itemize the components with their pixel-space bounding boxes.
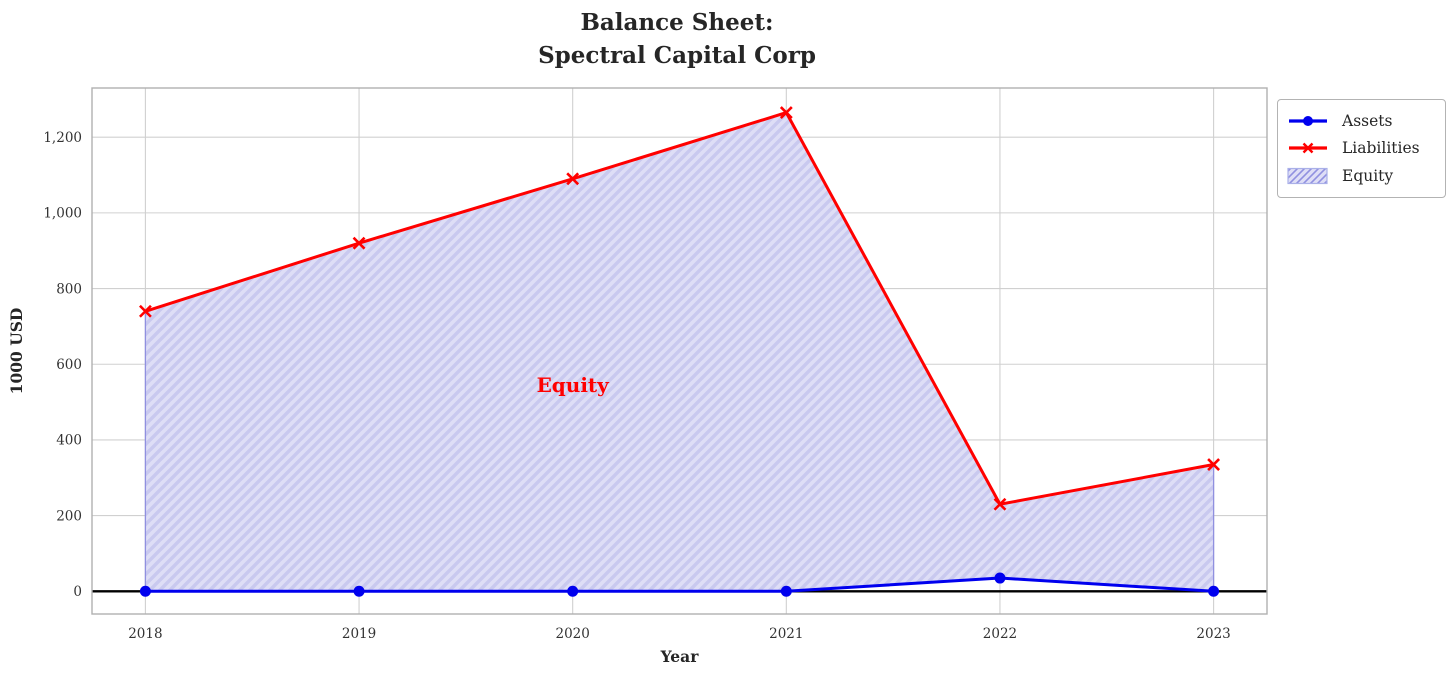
y-axis-label: 1000 USD bbox=[7, 308, 26, 395]
legend: Assets Liabilities Equity bbox=[1277, 99, 1446, 198]
tick-label-x-2021: 2021 bbox=[769, 626, 803, 642]
x-axis-label: Year bbox=[660, 647, 700, 666]
assets-line-sample bbox=[1287, 110, 1329, 132]
equity-annotation: Equity bbox=[537, 373, 611, 397]
legend-label-liabilities: Liabilities bbox=[1342, 139, 1420, 158]
assets-sample-marker bbox=[1303, 115, 1313, 126]
tick-label-y-1200: 1,200 bbox=[43, 130, 82, 146]
plot-border bbox=[91, 87, 1268, 615]
tick-label-y-800: 800 bbox=[56, 281, 82, 297]
liabilities-marker-2018 bbox=[138, 304, 152, 318]
assets-marker-2021 bbox=[780, 585, 792, 597]
liabilities-line bbox=[144, 110, 1214, 506]
tick-label-y-600: 600 bbox=[56, 357, 82, 373]
assets-marker-2022 bbox=[994, 572, 1006, 584]
tick-label-y-1000: 1,000 bbox=[43, 206, 82, 222]
assets-line-sample-svg bbox=[1289, 115, 1327, 126]
tick-label-y-0: 0 bbox=[73, 584, 82, 600]
liabilities-line-sample bbox=[1287, 137, 1329, 159]
assets-marker-2020 bbox=[567, 585, 579, 597]
legend-item-assets: Assets bbox=[1287, 107, 1435, 135]
tick-label-y-200: 200 bbox=[56, 508, 82, 524]
legend-label-assets: Assets bbox=[1342, 111, 1393, 130]
chart-title-line1: Balance Sheet: bbox=[580, 9, 774, 36]
liabilities-marker-2020 bbox=[566, 172, 580, 186]
tick-label-x-2018: 2018 bbox=[128, 626, 162, 642]
tick-label-x-2022: 2022 bbox=[983, 626, 1017, 642]
equity-hatch-swatch bbox=[1287, 165, 1329, 187]
liabilities-marker-2019 bbox=[352, 236, 366, 250]
legend-label-equity: Equity bbox=[1342, 166, 1394, 185]
chart-title-line2: Spectral Capital Corp bbox=[538, 41, 816, 69]
assets-marker-2023 bbox=[1208, 585, 1220, 597]
tick-label-x-2019: 2019 bbox=[342, 626, 376, 642]
chart-title: Balance Sheet: Spectral Capital Corp bbox=[538, 7, 816, 72]
equity-hatch-swatch-svg bbox=[1287, 167, 1328, 184]
assets-line bbox=[145, 576, 1214, 593]
liabilities-marker-2022 bbox=[993, 497, 1007, 511]
legend-item-equity: Equity bbox=[1287, 162, 1435, 190]
liabilities-sample-marker bbox=[1302, 142, 1314, 154]
liabilities-marker-2021 bbox=[779, 106, 793, 120]
equity-sample-swatch bbox=[1287, 167, 1328, 184]
tick-label-y-400: 400 bbox=[56, 433, 82, 449]
tick-label-x-2020: 2020 bbox=[556, 626, 590, 642]
liabilities-marker-2023 bbox=[1207, 458, 1221, 471]
assets-marker-2018 bbox=[139, 585, 151, 597]
assets-marker-2019 bbox=[353, 585, 365, 597]
liabilities-line-sample-svg bbox=[1289, 142, 1327, 154]
tick-label-x-2023: 2023 bbox=[1196, 626, 1230, 642]
legend-item-liabilities: Liabilities bbox=[1287, 135, 1435, 163]
